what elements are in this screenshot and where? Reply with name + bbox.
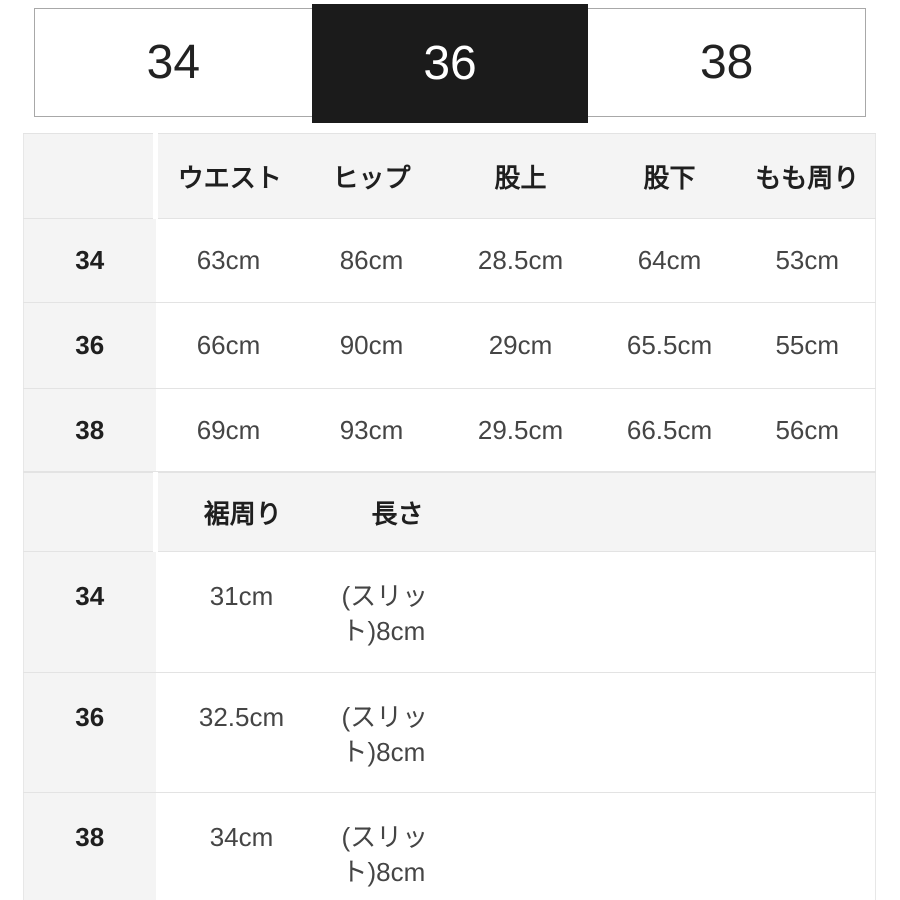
cell-rise: 29.5cm — [441, 388, 600, 472]
cell-inseam: 64cm — [599, 218, 740, 303]
column-header-filler — [467, 472, 876, 552]
table-row-size-34: 34 63cm 86cm 28.5cm 64cm 53cm — [23, 218, 876, 303]
row-header: 38 — [23, 792, 156, 900]
cell-inseam: 65.5cm — [599, 302, 740, 389]
column-header-hem: 裾周り — [153, 472, 328, 552]
cell-waist: 69cm — [155, 388, 302, 472]
row-header: 36 — [23, 302, 156, 389]
cell-waist: 66cm — [155, 302, 302, 389]
measurement-table-upper: ウエスト ヒップ 股上 股下 もも周り 34 63cm 86cm 28.5cm … — [23, 133, 876, 472]
cell-thigh: 55cm — [739, 302, 876, 389]
column-header-hip: ヒップ — [301, 133, 442, 219]
cell-hip: 90cm — [301, 302, 442, 389]
cell-rise: 28.5cm — [441, 218, 600, 303]
cell-length: (スリット)8cm — [327, 792, 468, 900]
cell-empty — [467, 672, 876, 793]
row-header: 34 — [23, 218, 156, 303]
cell-length-text: (スリット)8cm — [341, 822, 429, 887]
cell-hip: 93cm — [301, 388, 442, 472]
row-header: 34 — [23, 551, 156, 673]
cell-hip: 86cm — [301, 218, 442, 303]
size-tab-36-selected[interactable]: 36 — [311, 4, 589, 123]
cell-empty — [467, 551, 876, 673]
size-tab-34[interactable]: 34 — [35, 9, 312, 116]
table-row-size-34: 34 31cm (スリット)8cm — [23, 551, 876, 673]
cell-waist: 63cm — [155, 218, 302, 303]
cell-rise: 29cm — [441, 302, 600, 389]
cell-hem: 32.5cm — [155, 672, 328, 793]
cell-hem: 34cm — [155, 792, 328, 900]
table-row-size-36: 36 66cm 90cm 29cm 65.5cm 55cm — [23, 302, 876, 389]
row-header: 36 — [23, 672, 156, 793]
column-header-inseam: 股下 — [599, 133, 740, 219]
cell-length-text: (スリット)8cm — [341, 702, 429, 767]
cell-inseam: 66.5cm — [599, 388, 740, 472]
upper-header-row: ウエスト ヒップ 股上 股下 もも周り — [23, 133, 876, 219]
cell-length-text: (スリット)8cm — [341, 581, 429, 646]
table-row-size-36: 36 32.5cm (スリット)8cm — [23, 672, 876, 793]
corner-cell — [23, 133, 156, 219]
cell-length: (スリット)8cm — [327, 551, 468, 673]
column-header-thigh: もも周り — [739, 133, 876, 219]
size-tab-38[interactable]: 38 — [588, 9, 866, 116]
cell-thigh: 56cm — [739, 388, 876, 472]
size-selector: 34 36 38 — [34, 4, 866, 123]
corner-cell — [23, 472, 156, 552]
table-row-size-38: 38 34cm (スリット)8cm — [23, 792, 876, 900]
cell-hem: 31cm — [155, 551, 328, 673]
row-header: 38 — [23, 388, 156, 472]
lower-header-row: 裾周り 長さ — [23, 472, 876, 552]
table-row-size-38: 38 69cm 93cm 29.5cm 66.5cm 56cm — [23, 388, 876, 472]
cell-length: (スリット)8cm — [327, 672, 468, 793]
column-header-length: 長さ — [327, 472, 468, 552]
column-header-waist: ウエスト — [153, 133, 302, 219]
measurement-table-lower: 裾周り 長さ 34 31cm (スリット)8cm 36 32.5cm (スリット… — [23, 472, 876, 900]
cell-thigh: 53cm — [739, 218, 876, 303]
column-header-rise: 股上 — [441, 133, 600, 219]
cell-empty — [467, 792, 876, 900]
